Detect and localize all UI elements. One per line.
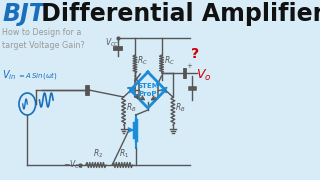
- Text: $R_B$: $R_B$: [126, 101, 137, 114]
- Text: $V_{in}$: $V_{in}$: [2, 68, 16, 82]
- Text: ?: ?: [191, 47, 199, 61]
- Text: Differential Amplifier: Differential Amplifier: [33, 2, 320, 26]
- Text: $V_{CC}$: $V_{CC}$: [105, 37, 119, 49]
- Text: $R_C$: $R_C$: [164, 54, 175, 66]
- Text: $R_B$: $R_B$: [175, 101, 186, 114]
- Text: +: +: [187, 63, 192, 69]
- Text: $V_o$: $V_o$: [196, 68, 211, 83]
- Text: $= A\,Sin(\omega t)$: $= A\,Sin(\omega t)$: [17, 70, 58, 81]
- Text: BJT: BJT: [2, 2, 45, 26]
- Text: $-V_{CC}$: $-V_{CC}$: [63, 159, 84, 171]
- Text: STEM
ProP: STEM ProP: [137, 83, 159, 97]
- Text: How to Design for a
target Voltage Gain?: How to Design for a target Voltage Gain?: [2, 28, 84, 50]
- Text: $R_2$: $R_2$: [92, 148, 103, 161]
- Text: $R_C$: $R_C$: [137, 54, 148, 66]
- Text: $R_1$: $R_1$: [119, 148, 129, 161]
